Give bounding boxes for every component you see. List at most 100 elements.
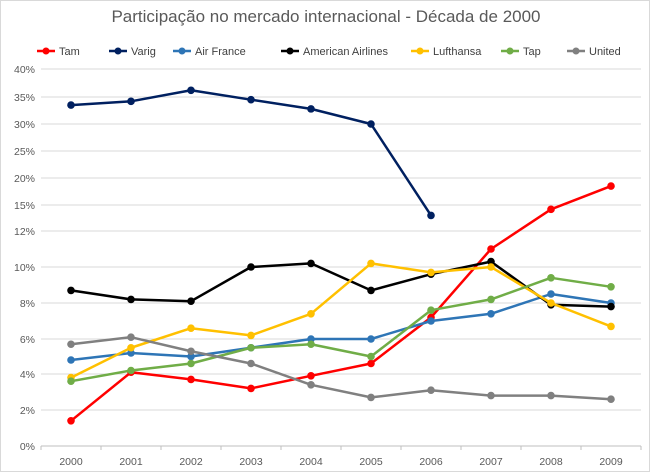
legend-label: Tam [59, 46, 80, 58]
data-point [367, 352, 375, 361]
y-tick-label: 15% [14, 200, 35, 212]
data-point [307, 105, 315, 113]
y-tick-label: 25% [14, 146, 35, 158]
x-tick-label: 2006 [419, 456, 443, 468]
data-point [187, 324, 195, 333]
series-united [67, 333, 615, 404]
x-tick-label: 2007 [479, 456, 503, 468]
y-tick-label: 8% [20, 298, 35, 310]
series-line [70, 184, 612, 422]
legend-marker [286, 47, 294, 55]
gridlines [41, 68, 641, 447]
data-point [487, 257, 495, 266]
data-point [487, 295, 495, 304]
data-point [67, 377, 75, 386]
data-point [67, 417, 75, 425]
y-tick-label: 20% [14, 173, 35, 185]
y-tick-label: 4% [20, 369, 35, 381]
x-tick-label: 2008 [539, 456, 563, 468]
legend-item: Tam [37, 46, 80, 58]
series-lines [67, 86, 615, 425]
data-point [127, 366, 135, 375]
legend-label: United [589, 46, 621, 58]
legend-marker [42, 47, 50, 55]
data-point [247, 263, 255, 271]
data-point [247, 331, 255, 340]
data-point [547, 299, 555, 307]
series-line [70, 276, 612, 383]
data-point [427, 386, 435, 395]
data-point [127, 349, 135, 357]
data-point [607, 182, 615, 190]
data-point [247, 95, 255, 104]
x-tick-label: 2001 [119, 456, 143, 468]
series-line [70, 89, 433, 217]
legend-label: Air France [195, 46, 246, 58]
data-point [307, 381, 315, 389]
y-tick-label: 40% [14, 64, 35, 76]
data-point [367, 120, 375, 128]
legend-item: Air France [173, 46, 246, 58]
data-point [67, 340, 75, 349]
data-point [127, 343, 135, 352]
data-point [607, 322, 615, 331]
series-line [70, 260, 612, 308]
series-line [70, 335, 612, 401]
legend: Tam Varig Air France American Airlines Lufth… [37, 46, 621, 58]
legend-marker [506, 47, 514, 55]
series-tap [67, 274, 615, 386]
data-point [367, 393, 375, 402]
legend-item: American Airlines [281, 46, 388, 58]
data-point [487, 391, 495, 400]
series-line [70, 292, 612, 362]
legend-marker [572, 47, 580, 55]
series-lufthansa [67, 259, 615, 382]
data-point [127, 333, 135, 342]
legend-item: Lufthansa [411, 46, 482, 58]
data-point [427, 268, 435, 277]
y-tick-label: 6% [20, 334, 35, 346]
y-tick-label: 12% [14, 226, 35, 238]
x-tick-label: 2000 [59, 456, 83, 468]
legend-marker [416, 47, 424, 55]
data-point [547, 290, 555, 298]
x-tick-label: 2009 [599, 456, 623, 468]
data-point [547, 274, 555, 282]
data-point [187, 347, 195, 356]
series-varig [67, 86, 435, 220]
data-point [247, 343, 255, 352]
data-point [247, 359, 255, 368]
data-point [487, 310, 495, 318]
data-point [187, 297, 195, 306]
data-point [367, 335, 375, 343]
data-point [607, 283, 615, 291]
x-tick-label: 2002 [179, 456, 203, 468]
legend-item: Varig [109, 46, 156, 58]
data-point [187, 352, 195, 361]
legend-marker [114, 47, 122, 55]
legend-label: Varig [131, 46, 156, 58]
data-point [487, 263, 495, 271]
series-air-france [67, 290, 615, 364]
legend-item: United [567, 46, 621, 58]
data-point [67, 356, 75, 364]
data-point [307, 259, 315, 268]
x-tick-label: 2004 [299, 456, 323, 468]
data-point [67, 286, 75, 295]
data-point [427, 306, 435, 315]
x-tick-label: 2003 [239, 456, 263, 468]
data-point [547, 391, 555, 400]
data-point [367, 359, 375, 368]
data-point [607, 395, 615, 404]
y-tick-label: 10% [14, 262, 35, 274]
chart-title: Participação no mercado internacional - … [111, 7, 541, 26]
data-point [187, 86, 195, 95]
data-point [367, 259, 375, 268]
legend-label: American Airlines [303, 46, 388, 58]
data-point [487, 245, 495, 253]
legend-label: Tap [523, 46, 541, 58]
data-point [427, 211, 435, 220]
y-tick-label: 35% [14, 92, 35, 104]
